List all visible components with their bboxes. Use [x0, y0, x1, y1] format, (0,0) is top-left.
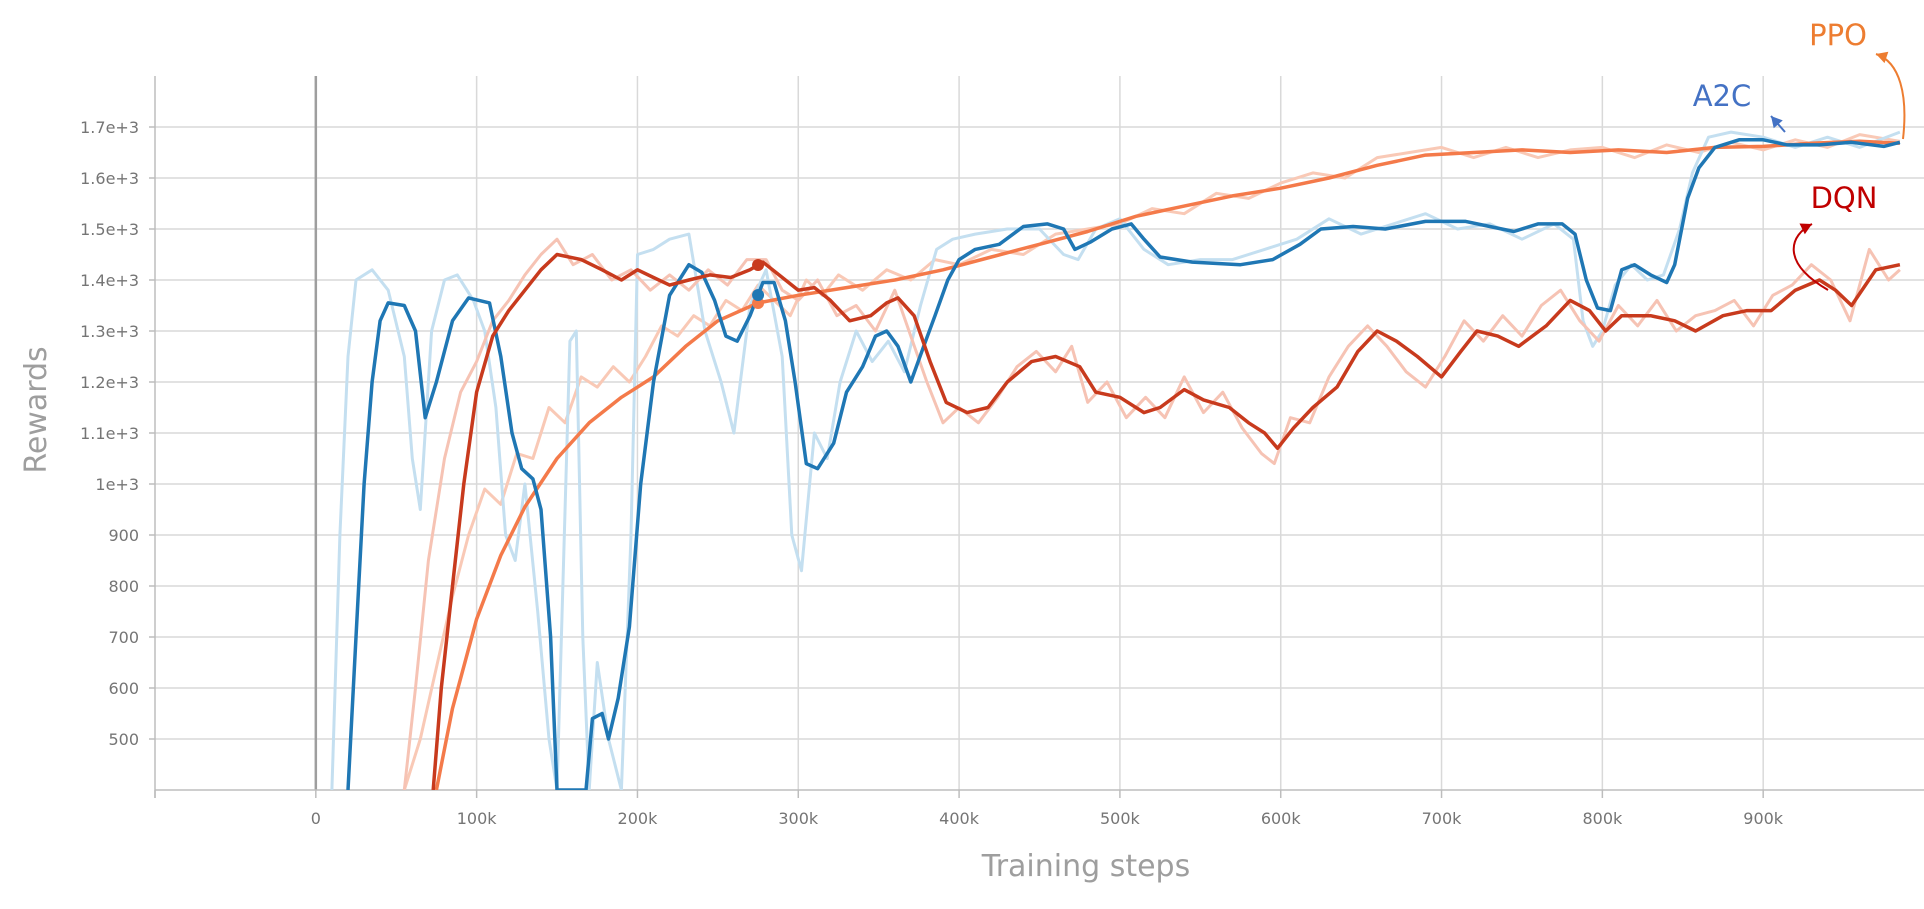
series-annotations: PPO A2C DQN: [1693, 18, 1906, 291]
series-dqn-marker: [752, 259, 765, 272]
x-tick-label: 400k: [939, 809, 980, 828]
series-ppo-raw-line: [402, 133, 1901, 790]
chart-axes: [154, 76, 1924, 798]
x-axis-ticks: 0 100k 200k 300k 400k 500k 600k 700k 800k 900k: [311, 790, 1784, 828]
x-tick-label: 500k: [1100, 809, 1141, 828]
series-dqn-arrowhead: [1799, 223, 1812, 235]
series-a2c-label: A2C: [1693, 79, 1752, 113]
x-tick-label: 200k: [618, 809, 659, 828]
y-tick-label: 1.3e+3: [80, 322, 139, 341]
y-tick-label: 1e+3: [95, 475, 139, 494]
y-tick-label: 500: [108, 730, 139, 749]
x-tick-label: 300k: [778, 809, 819, 828]
x-tick-label: 700k: [1422, 809, 1463, 828]
y-tick-label: 900: [108, 526, 139, 545]
series-a2c-raw-line: [330, 130, 1901, 790]
chart-gridlines: [155, 76, 1924, 790]
y-tick-label: 1.5e+3: [80, 220, 139, 239]
y-tick-label: 1.7e+3: [80, 118, 139, 137]
y-tick-label: 1.1e+3: [80, 424, 139, 443]
x-tick-label: 800k: [1582, 809, 1623, 828]
y-axis-ticks: 500 600 700 800 900 1e+3 1.1e+3 1.2e+3 1.3e+3 1.4…: [80, 118, 155, 749]
series-ppo-arrowhead: [1876, 51, 1889, 64]
y-tick-label: 700: [108, 628, 139, 647]
series-dqn-label: DQN: [1811, 181, 1878, 215]
series-dqn-line: [431, 252, 1901, 790]
y-tick-label: 1.4e+3: [80, 271, 139, 290]
series-a2c-marker: [752, 288, 765, 301]
x-tick-label: 0: [311, 809, 321, 828]
plot-area: [330, 130, 1901, 790]
x-tick-label: 900k: [1743, 809, 1784, 828]
series-a2c-arrowhead: [1771, 116, 1783, 129]
series-ppo-label: PPO: [1809, 18, 1867, 52]
series-a2c-line: [346, 138, 1901, 790]
y-tick-label: 1.2e+3: [80, 373, 139, 392]
y-axis-title: Rewards: [19, 346, 54, 473]
y-tick-label: 600: [108, 679, 139, 698]
x-tick-label: 600k: [1261, 809, 1302, 828]
series-ppo-line: [434, 139, 1900, 790]
x-axis-title: Training steps: [981, 849, 1190, 884]
y-tick-label: 800: [108, 577, 139, 596]
x-tick-label: 100k: [457, 809, 498, 828]
y-tick-label: 1.6e+3: [80, 169, 139, 188]
